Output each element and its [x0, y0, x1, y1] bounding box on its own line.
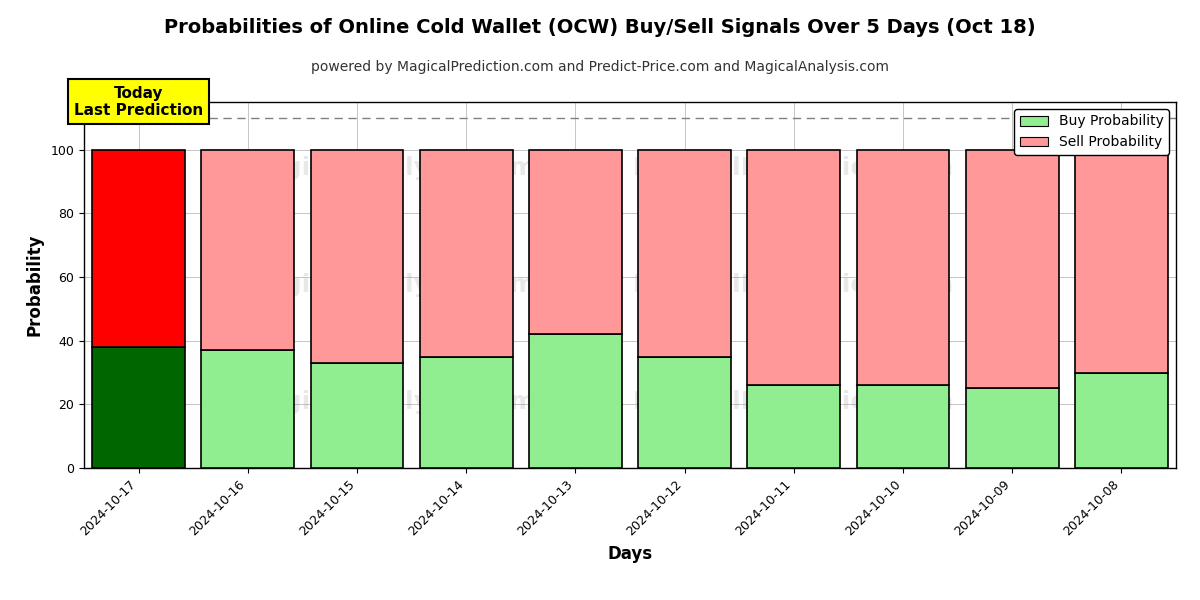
- Text: MagicalPrediction.com: MagicalPrediction.com: [634, 390, 954, 414]
- X-axis label: Days: Days: [607, 545, 653, 563]
- Bar: [420, 356, 512, 468]
- Text: Today
Last Prediction: Today Last Prediction: [74, 86, 203, 118]
- Bar: [1075, 150, 1168, 373]
- Bar: [966, 388, 1058, 468]
- Bar: [202, 350, 294, 468]
- Bar: [529, 334, 622, 468]
- Legend: Buy Probability, Sell Probability: Buy Probability, Sell Probability: [1014, 109, 1169, 155]
- Bar: [638, 356, 731, 468]
- Bar: [92, 150, 185, 347]
- Bar: [1075, 373, 1168, 468]
- Text: MagicalPrediction.com: MagicalPrediction.com: [634, 156, 954, 180]
- Bar: [311, 363, 403, 468]
- Text: MagicalAnalysis.com: MagicalAnalysis.com: [242, 390, 536, 414]
- Bar: [311, 150, 403, 363]
- Text: MagicalAnalysis.com: MagicalAnalysis.com: [242, 156, 536, 180]
- Bar: [529, 150, 622, 334]
- Bar: [857, 150, 949, 385]
- Text: powered by MagicalPrediction.com and Predict-Price.com and MagicalAnalysis.com: powered by MagicalPrediction.com and Pre…: [311, 60, 889, 74]
- Bar: [748, 150, 840, 385]
- Bar: [748, 385, 840, 468]
- Y-axis label: Probability: Probability: [25, 234, 43, 336]
- Bar: [638, 150, 731, 356]
- Text: MagicalPrediction.com: MagicalPrediction.com: [634, 273, 954, 297]
- Bar: [202, 150, 294, 350]
- Bar: [420, 150, 512, 356]
- Bar: [92, 347, 185, 468]
- Bar: [857, 385, 949, 468]
- Bar: [966, 150, 1058, 388]
- Text: MagicalAnalysis.com: MagicalAnalysis.com: [242, 273, 536, 297]
- Text: Probabilities of Online Cold Wallet (OCW) Buy/Sell Signals Over 5 Days (Oct 18): Probabilities of Online Cold Wallet (OCW…: [164, 18, 1036, 37]
